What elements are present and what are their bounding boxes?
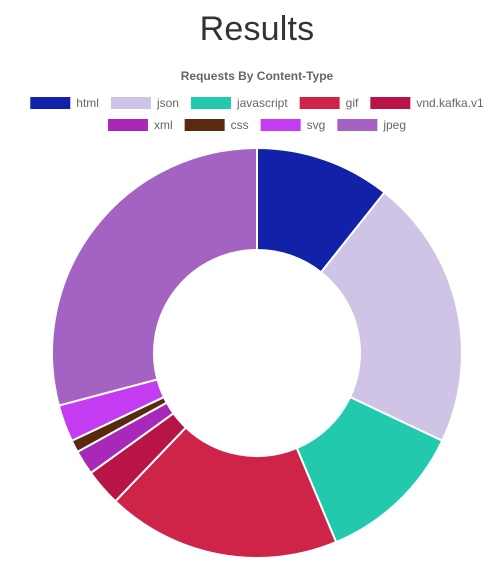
legend-item-svg[interactable]: svg <box>260 118 326 132</box>
legend-label-xml: xml <box>154 118 173 132</box>
legend-label-html: html <box>76 96 99 110</box>
legend-label-javascript: javascript <box>236 96 288 110</box>
legend-swatch-css <box>184 119 225 131</box>
legend-label-gif: gif <box>346 96 359 110</box>
legend-label-json: json <box>156 96 179 110</box>
legend-item-xml[interactable]: xml <box>107 118 173 132</box>
legend-swatch-html <box>30 97 71 109</box>
slice-json[interactable] <box>319 191 463 443</box>
legend-swatch-gif <box>299 97 340 109</box>
legend-item-javascript[interactable]: javascript <box>190 96 288 110</box>
legend-swatch-svg <box>260 119 301 131</box>
legend-item-jpeg[interactable]: jpeg <box>337 118 406 132</box>
legend-swatch-json <box>110 97 151 109</box>
legend-swatch-javascript <box>190 97 231 109</box>
legend-label-svg: svg <box>307 118 326 132</box>
page-title: Results <box>199 10 315 48</box>
legend-item-gif[interactable]: gif <box>299 96 359 110</box>
chart-legend: html json javascript gif vnd.kafka.v1 xml css s… <box>30 96 484 132</box>
legend-label-jpeg: jpeg <box>382 118 406 132</box>
legend-item-html[interactable]: html <box>30 96 99 110</box>
legend-swatch-jpeg <box>337 119 378 131</box>
chart-slices <box>51 146 463 559</box>
slice-jpeg[interactable] <box>51 146 258 407</box>
legend-swatch-xml <box>107 119 148 131</box>
chart-title: Requests By Content-Type <box>181 69 334 83</box>
legend-swatch-vnd.kafka.v1 <box>370 97 411 109</box>
legend-item-vnd.kafka.v1[interactable]: vnd.kafka.v1 <box>370 96 484 110</box>
slice-gif[interactable] <box>113 426 338 559</box>
legend-label-css: css <box>231 118 249 132</box>
legend-item-json[interactable]: json <box>110 96 179 110</box>
legend-item-css[interactable]: css <box>184 118 249 132</box>
legend-label-vnd.kafka.v1: vnd.kafka.v1 <box>416 96 484 110</box>
